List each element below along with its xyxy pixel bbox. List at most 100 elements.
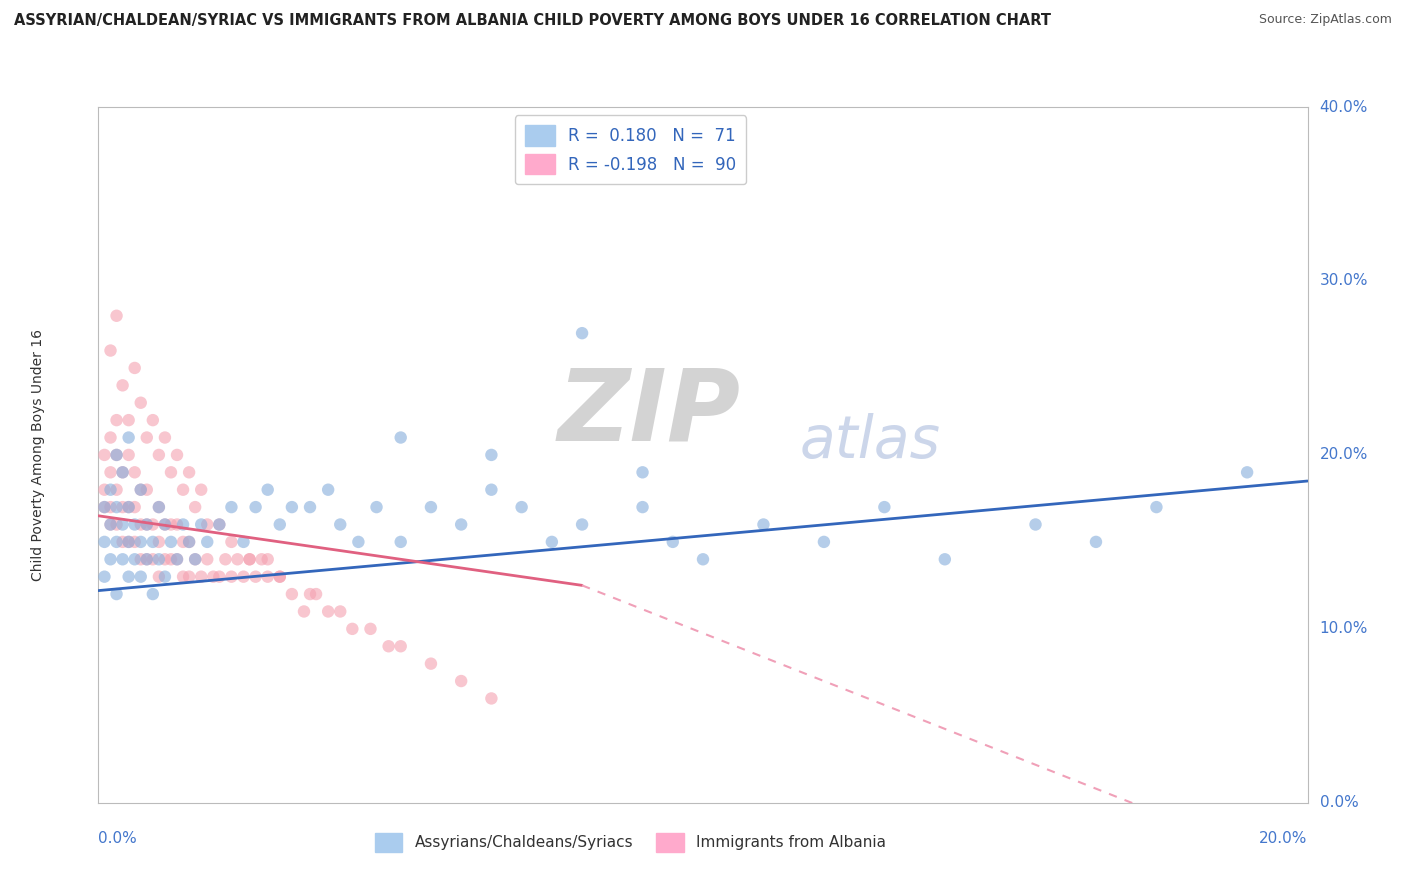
Point	[177, 466, 201, 480]
Point	[256, 552, 278, 566]
Point	[540, 534, 562, 549]
Point	[124, 466, 146, 480]
Text: atlas: atlas	[800, 412, 941, 469]
Point	[329, 517, 352, 532]
Point	[342, 622, 364, 636]
Point	[329, 605, 352, 619]
Point	[111, 466, 134, 480]
Text: 20.0%: 20.0%	[1320, 448, 1368, 462]
Point	[184, 552, 207, 566]
Point	[571, 326, 593, 340]
Point	[124, 552, 146, 566]
Point	[135, 552, 157, 566]
Point	[813, 534, 835, 549]
Point	[105, 534, 128, 549]
Point	[692, 552, 714, 566]
Text: ASSYRIAN/CHALDEAN/SYRIAC VS IMMIGRANTS FROM ALBANIA CHILD POVERTY AMONG BOYS UND: ASSYRIAN/CHALDEAN/SYRIAC VS IMMIGRANTS F…	[14, 13, 1052, 29]
Point	[105, 587, 128, 601]
Point	[208, 570, 231, 584]
Point	[177, 570, 201, 584]
Text: 0.0%: 0.0%	[98, 830, 138, 846]
Point	[153, 431, 176, 445]
Point	[1236, 466, 1258, 480]
Point	[142, 587, 165, 601]
Point	[360, 622, 382, 636]
Point	[269, 570, 291, 584]
Point	[166, 552, 188, 566]
Point	[148, 534, 170, 549]
Point	[111, 466, 134, 480]
Point	[124, 360, 146, 375]
Point	[214, 552, 236, 566]
Point	[100, 552, 122, 566]
Point	[172, 517, 194, 532]
Point	[195, 552, 218, 566]
Text: ZIP: ZIP	[558, 365, 741, 462]
Point	[118, 431, 141, 445]
Point	[148, 448, 170, 462]
Point	[245, 570, 267, 584]
Point	[195, 534, 218, 549]
Point	[389, 534, 412, 549]
Point	[631, 466, 654, 480]
Point	[148, 570, 170, 584]
Point	[129, 534, 152, 549]
Point	[166, 517, 188, 532]
Point	[1085, 534, 1108, 549]
Point	[160, 534, 183, 549]
Point	[135, 431, 157, 445]
Point	[221, 570, 243, 584]
Point	[190, 517, 212, 532]
Point	[148, 552, 170, 566]
Point	[142, 534, 165, 549]
Point	[100, 483, 122, 497]
Point	[510, 500, 533, 514]
Point	[232, 570, 254, 584]
Point	[93, 500, 115, 514]
Point	[148, 500, 170, 514]
Point	[281, 587, 304, 601]
Point	[129, 483, 152, 497]
Text: 0.0%: 0.0%	[1320, 796, 1358, 810]
Point	[105, 483, 128, 497]
Point	[153, 517, 176, 532]
Text: 30.0%: 30.0%	[1320, 274, 1368, 288]
Point	[269, 570, 291, 584]
Point	[153, 570, 176, 584]
Point	[389, 431, 412, 445]
Text: 20.0%: 20.0%	[1260, 830, 1308, 846]
Point	[118, 413, 141, 427]
Point	[166, 552, 188, 566]
Point	[135, 517, 157, 532]
Point	[100, 517, 122, 532]
Point	[450, 517, 472, 532]
Point	[148, 500, 170, 514]
Point	[100, 343, 122, 358]
Point	[631, 500, 654, 514]
Point	[93, 448, 115, 462]
Text: 10.0%: 10.0%	[1320, 622, 1368, 636]
Point	[105, 517, 128, 532]
Point	[111, 517, 134, 532]
Point	[100, 466, 122, 480]
Text: Source: ZipAtlas.com: Source: ZipAtlas.com	[1258, 13, 1392, 27]
Point	[177, 534, 201, 549]
Point	[347, 534, 370, 549]
Point	[105, 448, 128, 462]
Point	[111, 534, 134, 549]
Point	[208, 517, 231, 532]
Point	[195, 517, 218, 532]
Point	[105, 448, 128, 462]
Point	[571, 517, 593, 532]
Point	[190, 483, 212, 497]
Point	[245, 500, 267, 514]
Point	[172, 483, 194, 497]
Point	[250, 552, 273, 566]
Point	[299, 587, 322, 601]
Point	[481, 448, 503, 462]
Text: Child Poverty Among Boys Under 16: Child Poverty Among Boys Under 16	[31, 329, 45, 581]
Point	[93, 534, 115, 549]
Point	[450, 674, 472, 689]
Point	[481, 691, 503, 706]
Point	[111, 500, 134, 514]
